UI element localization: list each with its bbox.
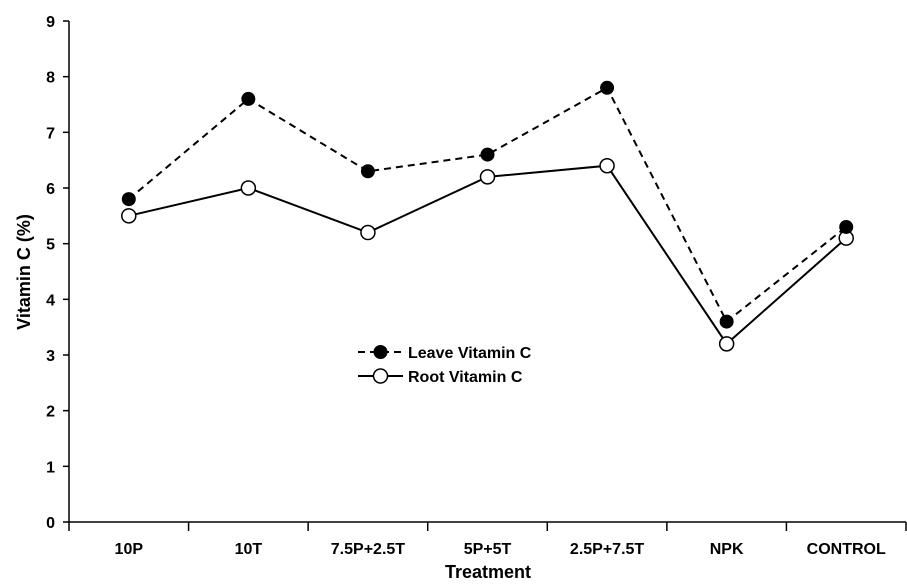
x-tick-label: CONTROL [807, 541, 886, 558]
x-tick-label: 2.5P+7.5T [570, 541, 645, 558]
legend: Leave Vitamin C Root Vitamin C [358, 345, 532, 386]
data-point-root-vitamin-c [479, 169, 496, 185]
data-point-leave-vitamin-c [480, 147, 495, 162]
x-axis-title: Treatment [445, 562, 531, 582]
x-tick-label: 5P+5T [464, 541, 512, 558]
series-root-vitamin-c [121, 157, 854, 352]
data-point-leave-vitamin-c [719, 314, 734, 329]
x-tick-label: 7.5P+2.5T [331, 541, 406, 558]
data-point-leave-vitamin-c [121, 192, 136, 207]
x-tick-label: 10T [235, 541, 263, 558]
data-point-leave-vitamin-c [600, 80, 615, 95]
legend-marker-root-vitamin-c [372, 368, 389, 384]
y-tick-label: 4 [46, 292, 55, 309]
data-point-root-vitamin-c [121, 208, 137, 224]
y-tick-label: 5 [46, 237, 55, 254]
series-layer [121, 80, 854, 352]
legend-marker-leave-vitamin-c [373, 345, 388, 359]
y-tick-label: 3 [46, 348, 55, 365]
y-tick-label: 2 [46, 404, 55, 421]
y-tick-label: 6 [46, 181, 55, 198]
data-point-root-vitamin-c [240, 180, 257, 196]
legend-label-leave-vitamin-c: Leave Vitamin C [408, 345, 532, 362]
y-tick-label: 0 [46, 515, 55, 532]
x-tick-label: NPK [710, 541, 744, 558]
data-point-leave-vitamin-c [360, 164, 375, 179]
data-point-root-vitamin-c [599, 157, 615, 174]
series-leave-vitamin-c [121, 80, 854, 329]
y-tick-label: 9 [46, 14, 55, 31]
data-point-leave-vitamin-c [839, 219, 854, 234]
y-tick-label: 1 [46, 459, 55, 476]
y-axis-title: Vitamin C (%) [14, 214, 34, 330]
data-point-root-vitamin-c [360, 224, 376, 241]
data-point-leave-vitamin-c [241, 91, 256, 106]
y-tick-label: 7 [46, 125, 55, 142]
series-line-root-vitamin-c [128, 164, 847, 346]
data-point-root-vitamin-c [718, 336, 735, 352]
y-tick-label: 8 [46, 70, 55, 87]
series-line-leave-vitamin-c [128, 86, 847, 324]
x-tick-label: 10P [115, 541, 144, 558]
legend-label-root-vitamin-c: Root Vitamin C [408, 369, 523, 386]
axes: 0 1 2 3 4 5 6 7 8 9 10P 10T 7.5P+2.5T 5P+5T 2.5P+7.5T N… [46, 14, 907, 558]
